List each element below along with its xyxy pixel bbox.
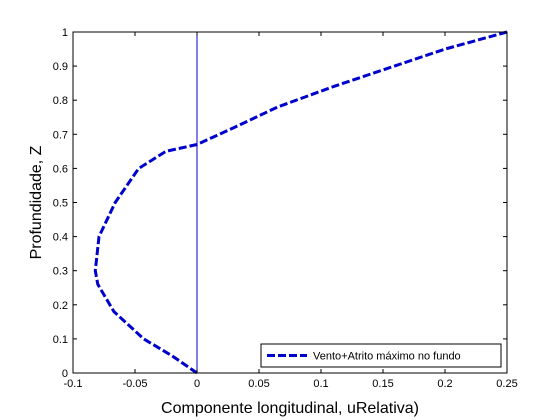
plot-area xyxy=(73,32,507,373)
y-tick-label: 0.8 xyxy=(53,95,68,107)
y-tick-label: 0.2 xyxy=(53,300,68,312)
x-tick-label: 0.15 xyxy=(372,378,393,390)
y-tick-label: 0.7 xyxy=(53,129,68,141)
series-line-0 xyxy=(93,30,508,375)
y-axis-title: Profundidade, Z xyxy=(28,145,45,259)
y-tick-label: 0 xyxy=(62,368,68,380)
x-axis-ticks: -0.1 -0.05 0 0.05 0.1 0.15 0.2 0.25 xyxy=(64,32,518,390)
x-tick-label: 0.2 xyxy=(437,378,452,390)
series-group xyxy=(93,30,508,375)
x-tick-label: -0.1 xyxy=(64,378,83,390)
legend: Vento+Atrito máximo no fundo xyxy=(260,343,502,368)
legend-entry-label: Vento+Atrito máximo no fundo xyxy=(313,351,461,363)
y-axis-ticks: 0 0.1 0.2 0.3 0.4 0.5 0.6 0.7 0.8 0.9 1 xyxy=(53,27,507,380)
y-tick-label: 0.3 xyxy=(53,266,68,278)
y-tick-label: 0.5 xyxy=(53,198,68,210)
x-tick-label: -0.05 xyxy=(122,378,147,390)
x-axis-title: Componente longitudinal, uRelativa) xyxy=(161,400,419,417)
y-tick-label: 1 xyxy=(62,27,68,39)
legend-box xyxy=(260,343,502,368)
x-tick-label: 0.25 xyxy=(496,378,517,390)
x-tick-label: 0.1 xyxy=(313,378,328,390)
y-tick-label: 0.4 xyxy=(53,232,68,244)
y-tick-label: 0.9 xyxy=(53,61,68,73)
x-tick-label: 0.05 xyxy=(248,378,269,390)
y-tick-label: 0.6 xyxy=(53,163,68,175)
x-tick-label: 0 xyxy=(194,378,200,390)
y-tick-label: 0.1 xyxy=(53,334,68,346)
